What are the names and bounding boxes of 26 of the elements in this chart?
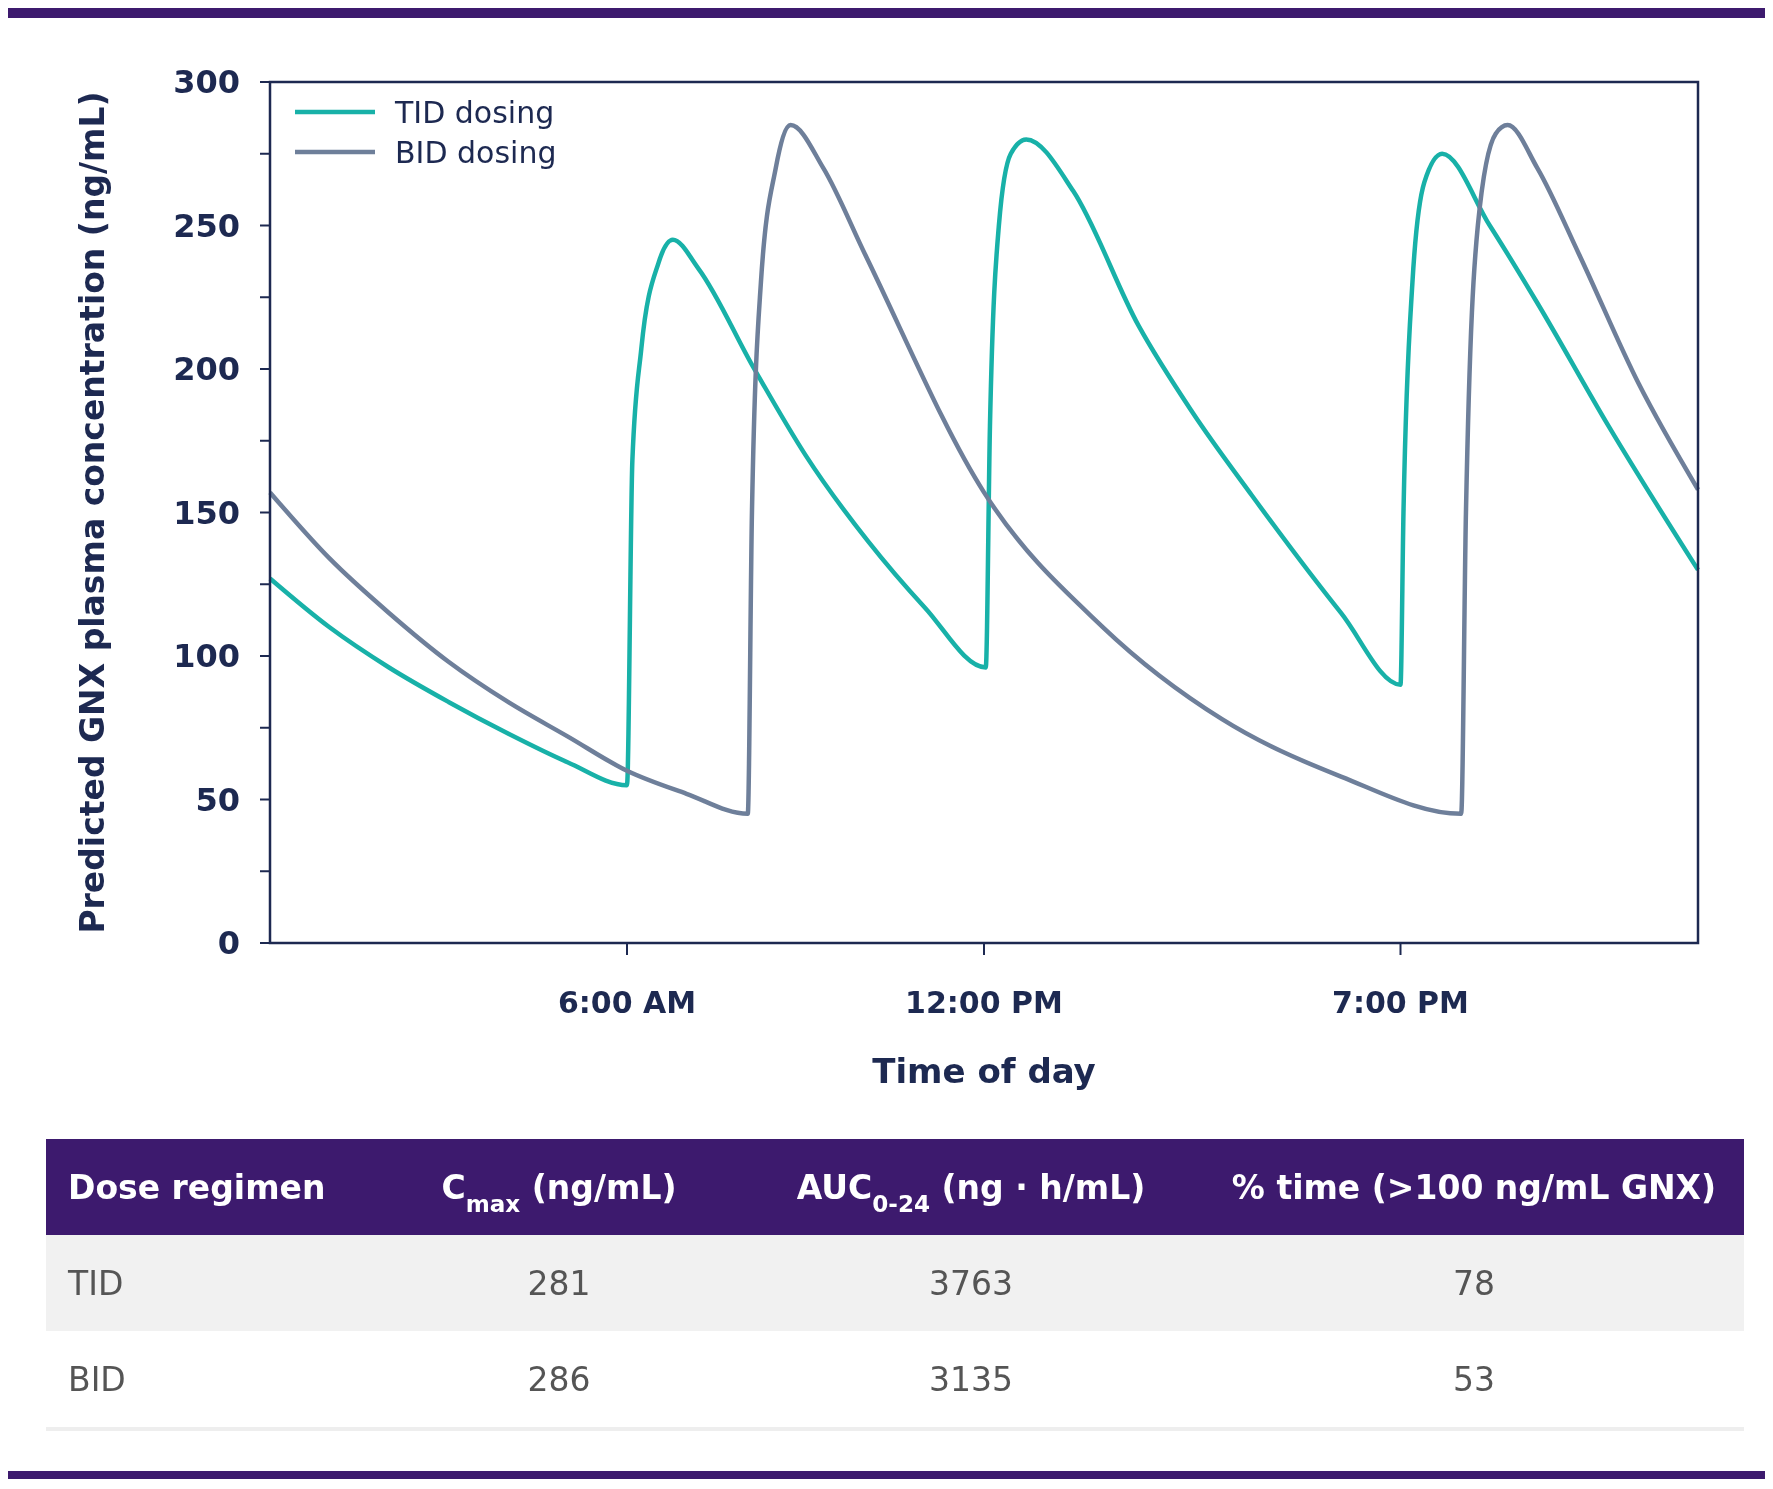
y-tick-label: 0 (217, 924, 240, 963)
text: 281 (527, 1263, 591, 1303)
y-axis-title: Predicted GNX plasma concentration (ng/mL) (73, 91, 112, 934)
y-tick-label: 150 (173, 493, 240, 532)
text: 3763 (929, 1263, 1013, 1303)
y-tick-label: 50 (195, 780, 240, 819)
x-tick-label: 12:00 PM (905, 985, 1063, 1020)
category-label: C$_{max}$ (ng/mL) (441, 1167, 677, 1217)
legend-label: BID dosing (395, 134, 557, 170)
legend-label: TID dosing (394, 94, 555, 130)
text: 53 (1453, 1359, 1495, 1399)
text: 3135 (929, 1359, 1013, 1399)
x-axis-title: Time of day (872, 1051, 1096, 1091)
y-tick-label: 200 (173, 350, 240, 389)
x-tick-label: 7:00 PM (1332, 985, 1469, 1020)
y-tick-label: 100 (173, 637, 240, 676)
y-tick-label: 300 (173, 63, 240, 102)
category-label: TID (68, 1263, 124, 1303)
category-label: AUC$_{0-24}$ (ng · h/mL) (796, 1167, 1146, 1217)
y-tick-label: 250 (173, 206, 240, 245)
x-tick-label: 6:00 AM (557, 985, 697, 1020)
text: 78 (1453, 1263, 1495, 1303)
category-label: % time (>100 ng/mL GNX) (1231, 1167, 1717, 1207)
category-label: Dose regimen (68, 1167, 326, 1207)
category-label: BID (68, 1359, 126, 1399)
text: 286 (527, 1359, 591, 1399)
